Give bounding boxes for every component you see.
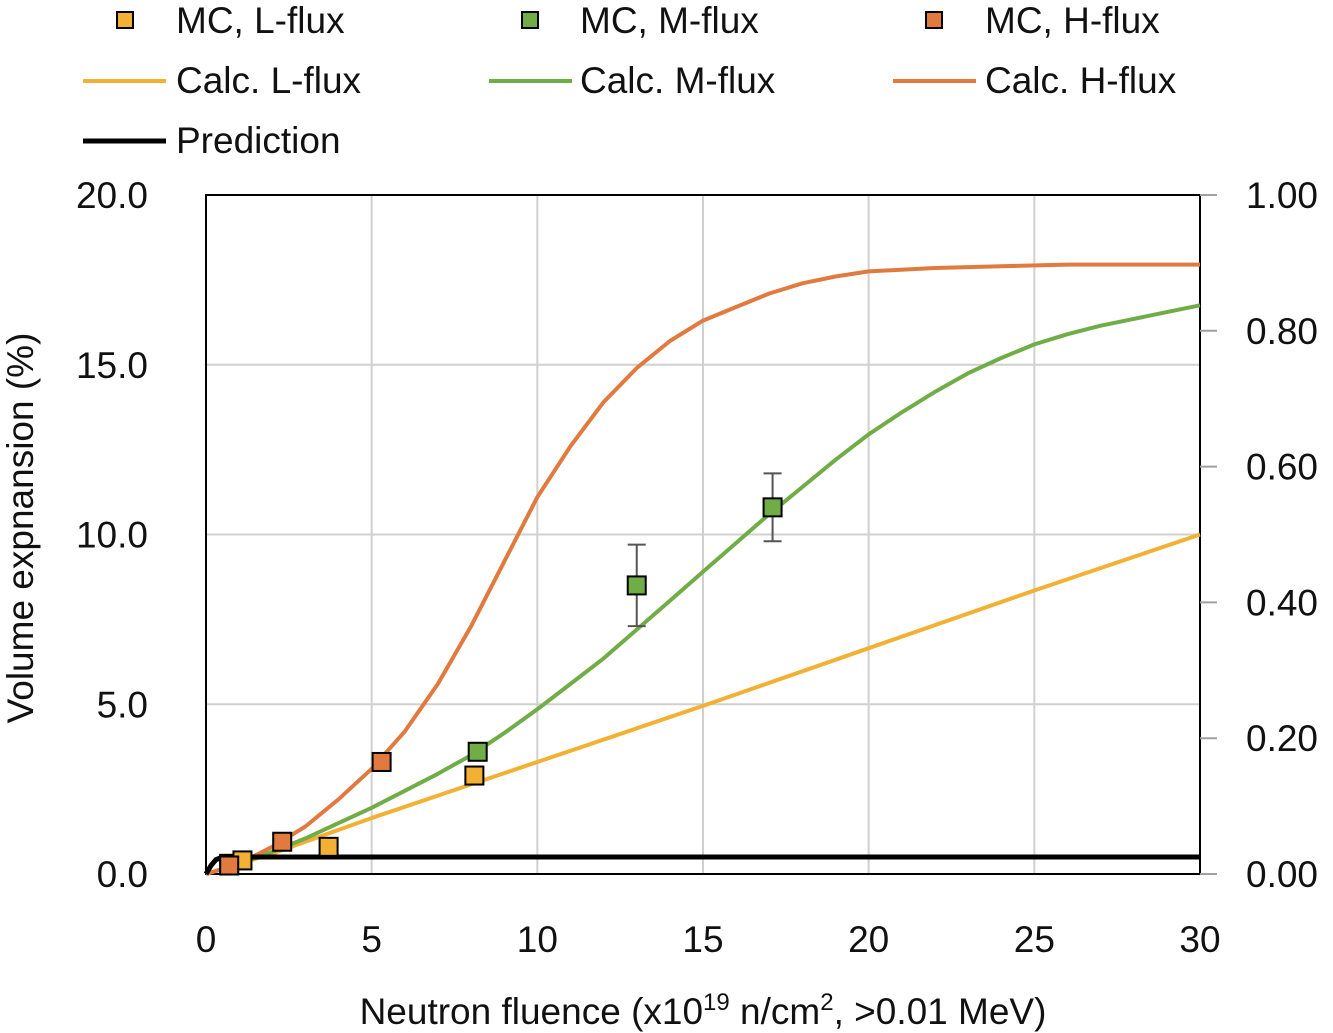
- grid-lines: [206, 195, 1200, 874]
- y2-tick-label: 0.80: [1246, 311, 1318, 352]
- prediction-legend-label: Prediction: [176, 120, 341, 161]
- mc-l-flux-legend-marker: [116, 11, 134, 29]
- x-tick-label: 30: [1179, 919, 1220, 960]
- x-axis-label-suffix: , >0.01 MeV): [834, 991, 1047, 1032]
- mc-l-flux-marker: [318, 836, 339, 857]
- mc-l-flux-marker: [464, 765, 485, 786]
- legend: MC, L-flux MC, M-flux MC, H-flux Calc. L-fl…: [83, 0, 1177, 161]
- mc-l-flux-legend-label: MC, L-flux: [176, 0, 345, 41]
- calc-l-flux-legend-label: Calc. L-flux: [176, 60, 362, 101]
- mc-m-flux-marker: [467, 741, 488, 762]
- mc-h-flux-marker: [272, 831, 293, 852]
- y-tick-label: 5.0: [97, 684, 148, 725]
- mc-m-flux-legend-marker: [521, 11, 539, 29]
- mc-h-flux-marker: [371, 751, 392, 772]
- x-tick-label: 25: [1014, 919, 1055, 960]
- x-tick-label: 5: [361, 919, 382, 960]
- calc-h-flux-legend-label: Calc. H-flux: [985, 60, 1177, 101]
- calc-h-flux-line: [205, 262, 1200, 876]
- x-tick-label: 0: [196, 919, 217, 960]
- mc-m-flux-legend-label: MC, M-flux: [580, 0, 759, 41]
- x-axis-label-prefix: Neutron fluence (x10: [360, 991, 703, 1032]
- mc-h-flux-marker: [219, 855, 240, 876]
- y-tick-label: 20.0: [76, 175, 148, 216]
- x-tick-label: 20: [848, 919, 889, 960]
- x-axis-label: Neutron fluence (x1019 n/cm2, >0.01 MeV): [360, 989, 1047, 1032]
- x-tick-label: 10: [517, 919, 558, 960]
- y2-tick-label: 1.00: [1246, 175, 1318, 216]
- mc-markers: [219, 472, 783, 876]
- y-axis-label: Volume expnansion (%): [0, 333, 41, 724]
- mc-m-flux-marker: [626, 575, 647, 596]
- y-tick-label: 15.0: [76, 345, 148, 386]
- x-tick-label: 15: [682, 919, 723, 960]
- y-tick-label: 0.0: [97, 854, 148, 895]
- mc-m-flux-marker: [762, 497, 783, 518]
- x-axis-label-sup2: 2: [820, 989, 833, 1016]
- y2-tick-label: 0.60: [1246, 447, 1318, 488]
- mc-h-flux-legend-label: MC, H-flux: [985, 0, 1160, 41]
- x-axis-label-mid: n/cm: [730, 991, 820, 1032]
- calc-m-flux-line: [205, 303, 1201, 876]
- calc-m-flux-legend-label: Calc. M-flux: [580, 60, 776, 101]
- y2-tick-label: 0.20: [1246, 718, 1318, 759]
- mc-h-flux-legend-marker: [925, 11, 943, 29]
- x-axis-label-sup: 19: [703, 989, 730, 1016]
- tick-labels: 0 5 10 15 20 25 30 0.0 5.0 10.0 15.0 20.0 0.00 0.20 0.…: [76, 175, 1318, 960]
- y2-tick-label: 0.00: [1246, 854, 1318, 895]
- y2-tick-label: 0.40: [1246, 582, 1318, 623]
- y-tick-label: 10.0: [76, 515, 148, 556]
